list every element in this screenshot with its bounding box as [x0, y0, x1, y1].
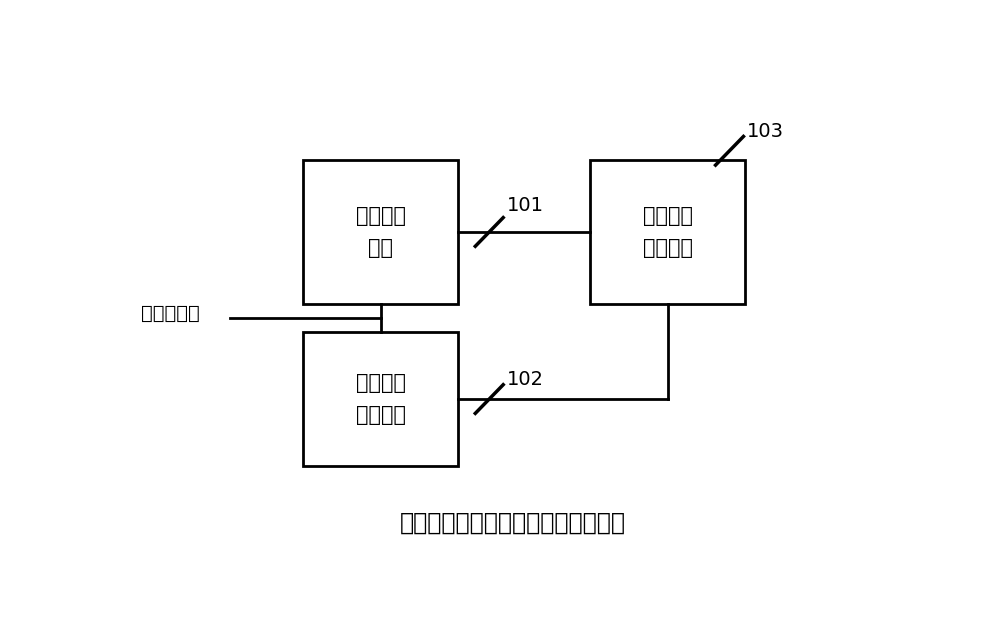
- Text: 适用于电磁水表的共模干扰抑制电路: 适用于电磁水表的共模干扰抑制电路: [400, 511, 626, 535]
- Bar: [590, 161, 745, 304]
- Text: 差分放大
电路模块: 差分放大 电路模块: [356, 373, 406, 425]
- Text: 分压电路
模块: 分压电路 模块: [356, 206, 406, 259]
- Text: 103: 103: [747, 122, 784, 141]
- Text: 信号选通
电路模块: 信号选通 电路模块: [642, 206, 692, 259]
- Text: 信号输出端: 信号输出端: [140, 304, 199, 322]
- Text: 102: 102: [507, 371, 544, 389]
- Text: 101: 101: [507, 197, 544, 215]
- Bar: [303, 332, 458, 466]
- Bar: [303, 161, 458, 304]
